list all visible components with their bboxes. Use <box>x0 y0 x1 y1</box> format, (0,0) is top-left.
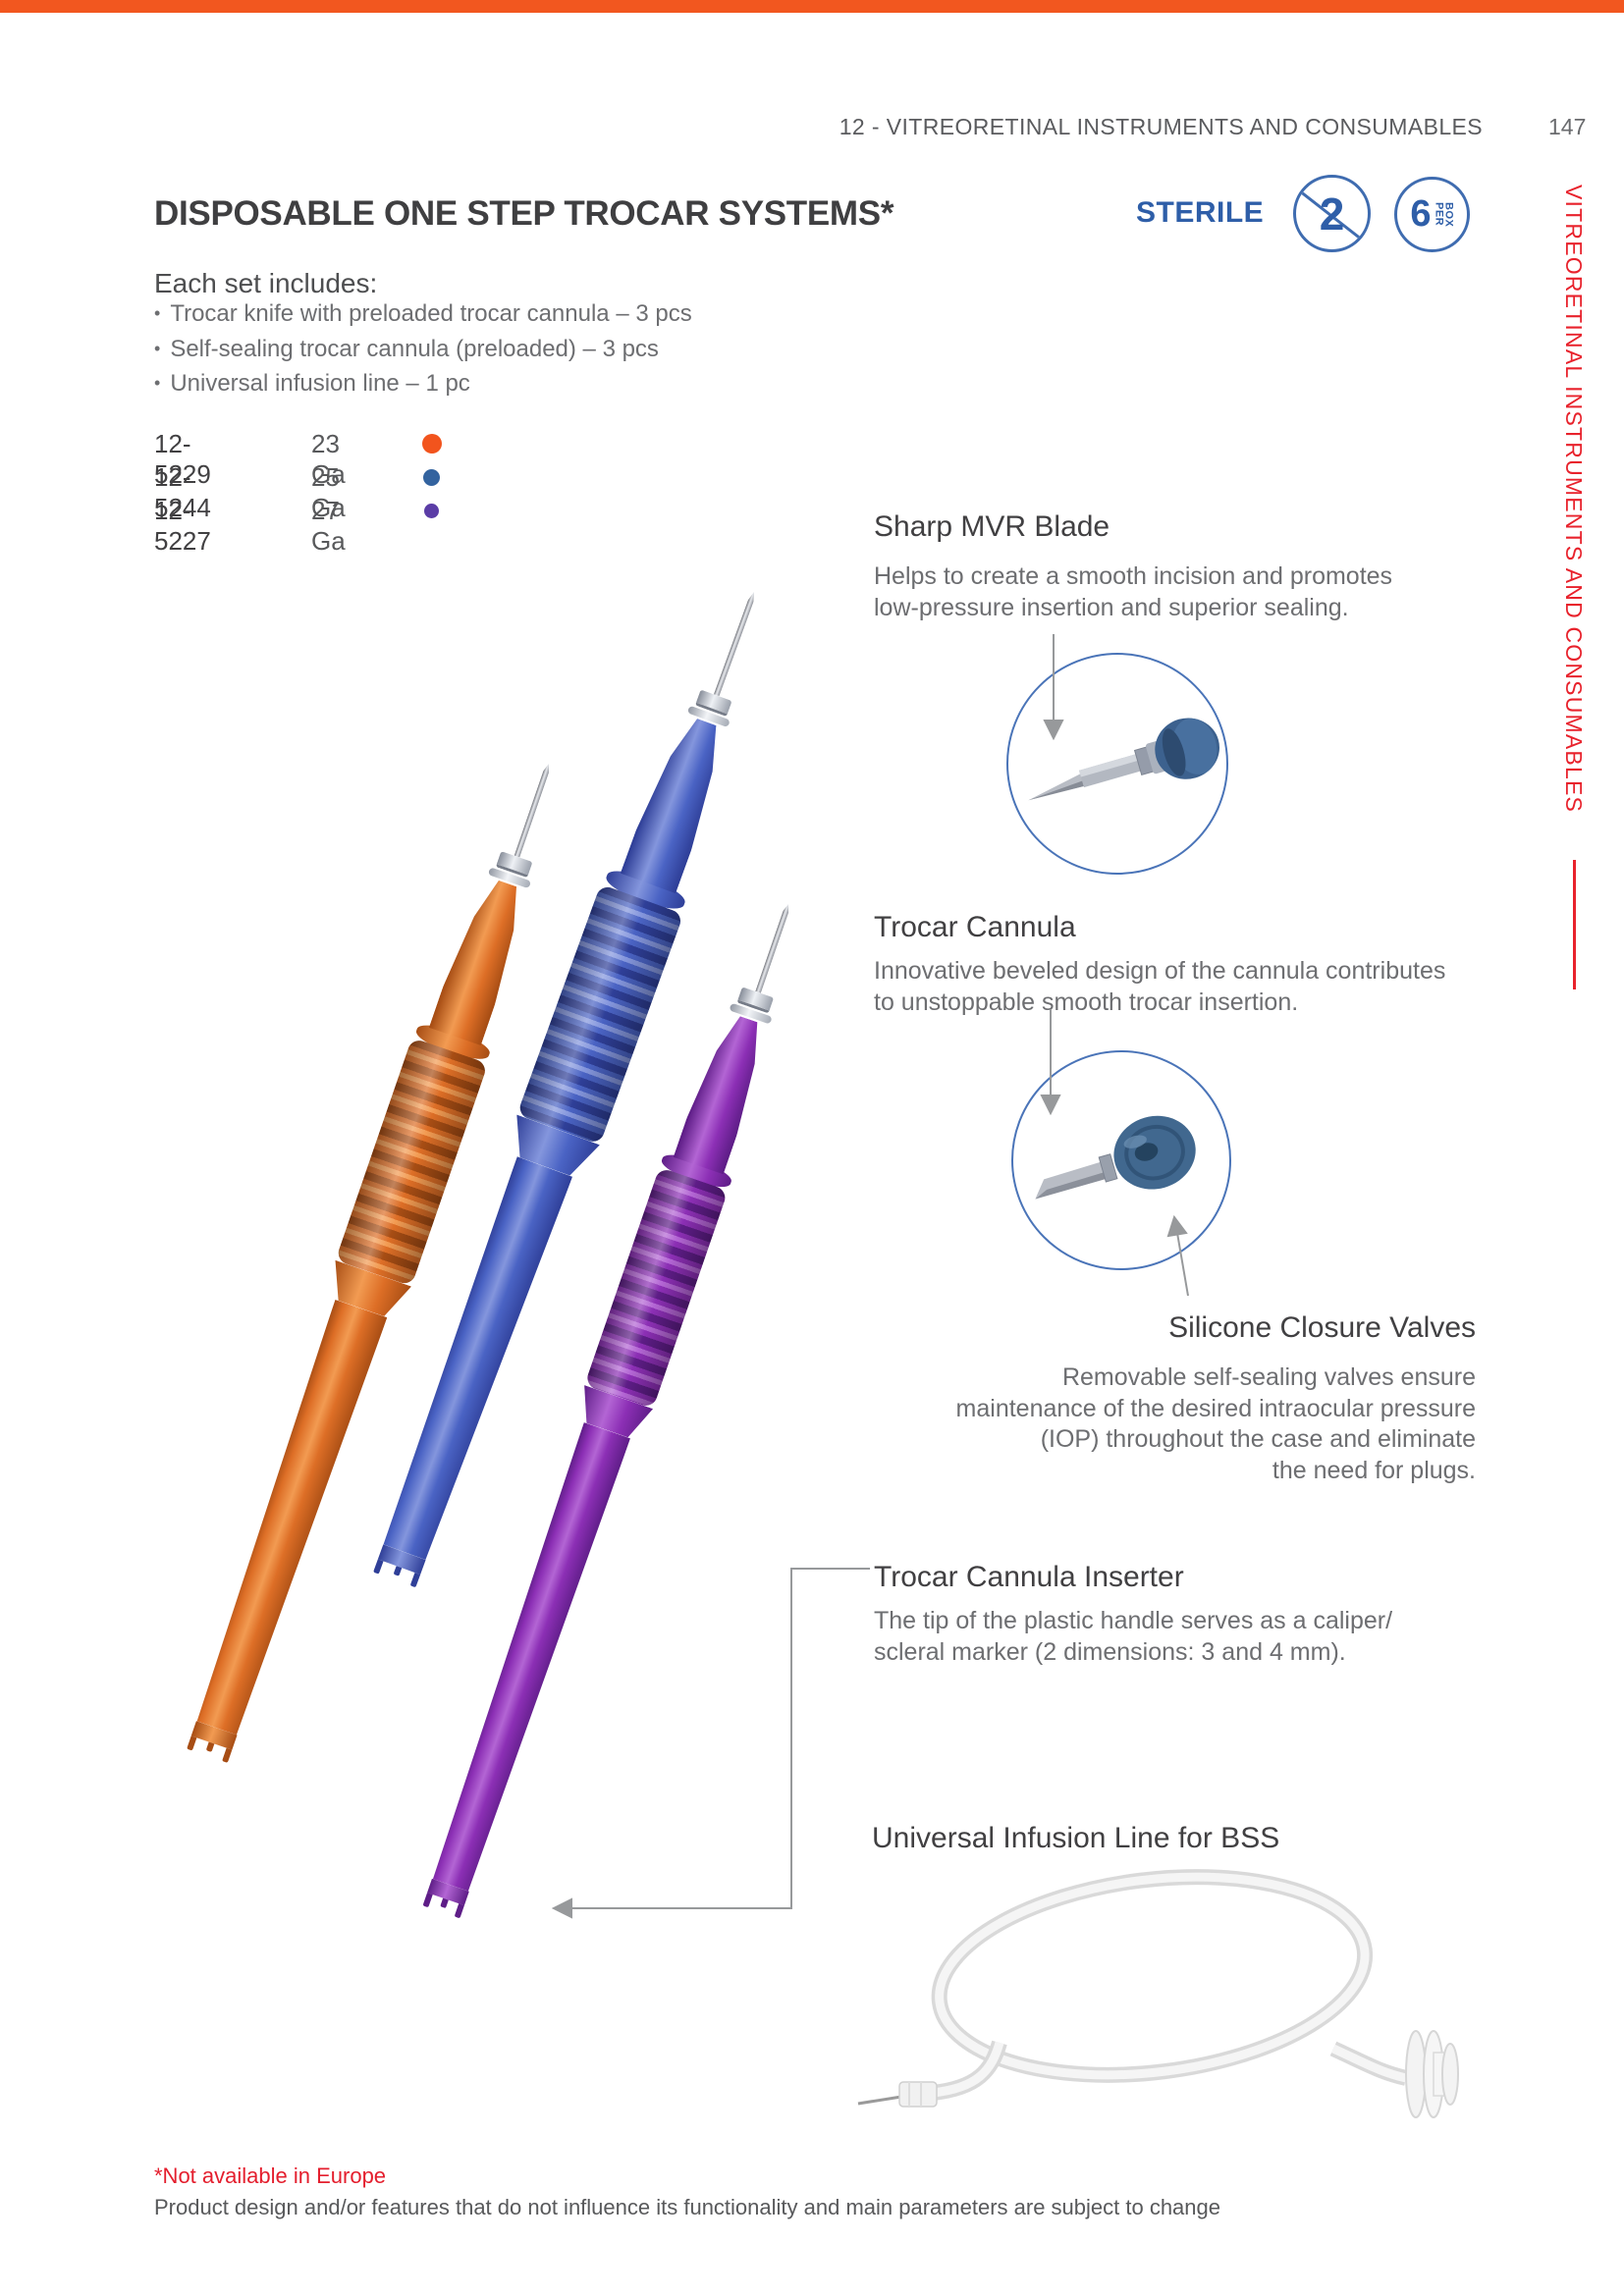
trocar-needle <box>714 591 757 696</box>
product-code: 12-5229 <box>154 429 211 489</box>
list-item: Universal infusion line – 1 pc <box>154 367 692 402</box>
product-gauge: 25 Ga <box>311 462 346 522</box>
trocar-ribbed-grip <box>584 1166 729 1410</box>
product-gauge: 27 Ga <box>311 496 346 556</box>
product-code: 12-5227 <box>154 496 211 556</box>
trocar-cone <box>621 712 734 893</box>
breadcrumb: 12 - VITREORETINAL INSTRUMENTS AND CONSU… <box>839 114 1483 139</box>
list-item: Self-sealing trocar cannula (preloaded) … <box>154 333 692 368</box>
footnote-disclaimer: Product design and/or features that do n… <box>154 2195 1220 2219</box>
sidebar-rule <box>1573 860 1576 989</box>
per-box-number: 6 <box>1410 193 1432 235</box>
luer-connector <box>898 2081 938 2108</box>
trocar-cannula-callout-circle <box>1011 1050 1231 1270</box>
includes-heading: Each set includes: <box>154 268 378 298</box>
feature-heading-universal-infusion-line: Universal Infusion Line for BSS <box>872 1822 1280 1854</box>
mvr-blade-callout-circle <box>1006 653 1228 875</box>
feature-heading-sharp-mvr-blade: Sharp MVR Blade <box>874 510 1110 543</box>
per-box-icon: 6 PER BOX <box>1394 177 1470 252</box>
gauge-color-dot <box>423 469 440 486</box>
trocar-cone <box>429 875 534 1045</box>
feature-description: Innovative beveled design of the cannula… <box>874 957 1446 1016</box>
page-title: DISPOSABLE ONE STEP TROCAR SYSTEMS* <box>154 194 894 233</box>
infusion-needle <box>857 2095 902 2106</box>
infusion-line-photo <box>857 1869 1459 2118</box>
footnote-availability: *Not available in Europe <box>154 2163 387 2188</box>
feature-heading-trocar-cannula: Trocar Cannula <box>874 911 1076 943</box>
do-not-reuse-icon: 2 <box>1293 175 1371 252</box>
list-item: Trocar knife with preloaded trocar cannu… <box>154 297 691 333</box>
product-gauge: 23 Ga <box>311 429 346 489</box>
page-number: 147 <box>1548 114 1587 139</box>
trocar-cone <box>674 1010 774 1174</box>
per-box-label: PER BOX <box>1433 201 1455 228</box>
top-accent-bar <box>0 0 1624 13</box>
feature-description: Helps to create a smooth incision and pr… <box>874 562 1393 621</box>
product-code: 12-5244 <box>154 462 211 522</box>
feature-heading-silicone-closure-valves: Silicone Closure Valves <box>1168 1311 1476 1344</box>
elbow-connector-line <box>569 1568 870 1909</box>
feature-heading-trocar-cannula-inserter: Trocar Cannula Inserter <box>874 1561 1184 1593</box>
sidebar-section-label: VITREORETINAL INSTRUMENTS AND CONSUMABLE… <box>1561 185 1587 814</box>
gauge-color-dot <box>422 434 442 454</box>
feature-description: Removable self-sealing valves ensure mai… <box>955 1363 1476 1484</box>
trocar-ribbed-grip <box>516 883 684 1146</box>
mvr-blade-photo <box>1028 718 1219 801</box>
trocar-cannula-photo <box>1035 1115 1196 1200</box>
trocar-ribbed-grip <box>335 1037 489 1287</box>
gauge-color-dot <box>424 504 439 518</box>
do-not-reuse-number: 2 <box>1319 187 1345 240</box>
arrow-left-icon <box>551 1897 572 1919</box>
includes-list: Trocar knife with preloaded trocar cannu… <box>154 297 692 402</box>
trocar-needle <box>514 763 552 858</box>
trocar-handle-shaft <box>190 1300 387 1737</box>
trocar-needle <box>755 903 791 993</box>
infusion-spool-connector <box>1405 2030 1459 2118</box>
feature-description: The tip of the plastic handle serves as … <box>874 1607 1393 1666</box>
sterile-label: STERILE <box>1136 196 1265 229</box>
